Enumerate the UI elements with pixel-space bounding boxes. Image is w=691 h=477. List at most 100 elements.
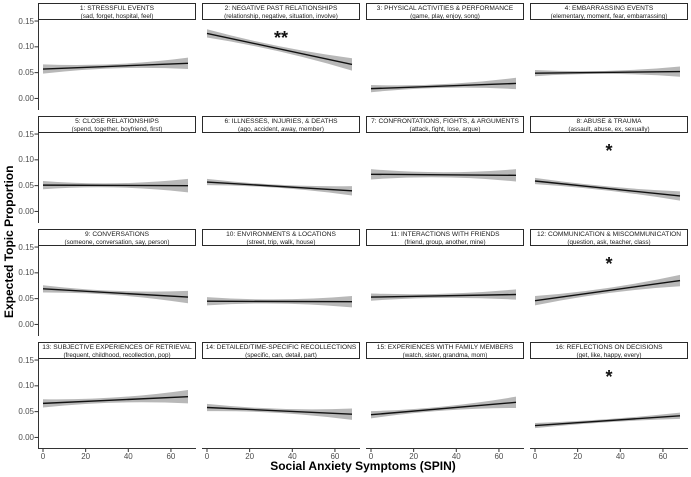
facet-keywords: (ago, accident, away, member) (238, 126, 324, 133)
facet-panel (202, 403, 360, 452)
ci-ribbon (43, 389, 188, 408)
facet: 7: CONFRONTATIONS, FIGHTS, & ARGUMENTS (… (366, 116, 524, 223)
facet-strip: 9: CONVERSATIONS (someone, conversation,… (38, 229, 196, 246)
facet: 2: NEGATIVE PAST RELATIONSHIPS (relation… (202, 3, 360, 110)
facet-keywords: (get, like, happy, every) (576, 352, 642, 359)
facet-panel (34, 359, 196, 452)
facet-strip: 15: EXPERIENCES WITH FAMILY MEMBERS (wat… (366, 342, 524, 359)
facet-title: 2: NEGATIVE PAST RELATIONSHIPS (224, 5, 338, 12)
facet-title: 6: ILLNESSES, INJURIES, & DEATHS (224, 118, 338, 125)
y-tick-label: 0.10 (18, 155, 34, 165)
trend-line (370, 401, 517, 416)
y-tick-label: 0.00 (18, 432, 34, 442)
facet-panel (370, 77, 517, 93)
trend-line (42, 62, 189, 70)
facet-panel: * (530, 367, 688, 452)
x-tick-label: 0 (368, 452, 374, 461)
facet-title: 8: ABUSE & TRAUMA (576, 118, 642, 125)
facet-title: 16: REFLECTIONS ON DECISIONS (555, 344, 663, 351)
y-tick-label: 0.00 (18, 319, 34, 329)
ci-ribbon (371, 77, 516, 93)
facet-keywords: (specific, can, detail, part) (245, 352, 317, 359)
y-tick-label: 0.00 (18, 93, 34, 103)
trend-line (206, 300, 353, 303)
ci-ribbon (371, 396, 516, 419)
facet-keywords: (attack, fight, lose, argue) (409, 126, 481, 133)
y-tick-label: 0.05 (18, 68, 34, 78)
facet-title: 10: ENVIRONMENTS & LOCATIONS (226, 231, 336, 238)
facet-strip: 10: ENVIRONMENTS & LOCATIONS (street, tr… (202, 229, 360, 246)
facet-title: 5: CLOSE RELATIONSHIPS (75, 118, 159, 125)
facet-panel (34, 20, 189, 110)
trend-line (370, 82, 517, 90)
facet-strip: 2: NEGATIVE PAST RELATIONSHIPS (relation… (202, 3, 360, 20)
trend-line (370, 173, 517, 177)
trend-line (370, 293, 517, 298)
x-tick-label: 0 (204, 452, 210, 461)
facet-title: 12: COMMUNICATION & MISCOMMUNICATION (536, 231, 682, 238)
facet-keywords: (friend, group, another, mine) (404, 239, 486, 246)
facet: 1: STRESSFUL EVENTS (sad, forget, hospit… (34, 3, 196, 110)
trend-line (534, 70, 681, 74)
facet-strip: 6: ILLNESSES, INJURIES, & DEATHS (ago, a… (202, 116, 360, 133)
significance-marker: * (605, 254, 612, 274)
trend-line (534, 279, 681, 302)
facet-strip: 3: PHYSICAL ACTIVITIES & PERFORMANCE (ga… (366, 3, 524, 20)
facet: 10: ENVIRONMENTS & LOCATIONS (street, tr… (202, 229, 360, 336)
facet-panel (534, 66, 681, 77)
y-tick-label: 0.15 (18, 16, 34, 26)
facet-keywords: (sad, forget, hospital, feel) (80, 13, 154, 20)
x-tick-label: 40 (123, 452, 133, 461)
x-tick-label: 20 (81, 452, 91, 461)
facet-keywords: (frequent, childhood, recollection, pop) (63, 352, 171, 359)
x-tick-label: 60 (330, 452, 340, 461)
trend-line (206, 181, 353, 192)
facet-strip: 5: CLOSE RELATIONSHIPS (spend, together,… (38, 116, 196, 133)
facet-panel (206, 296, 353, 308)
y-tick-label: 0.10 (18, 381, 34, 391)
trend-line (42, 184, 189, 187)
x-tick-label: 0 (40, 452, 46, 461)
facet-keywords: (street, trip, walk, house) (246, 239, 316, 246)
facet-strip: 11: INTERACTIONS WITH FRIENDS (friend, g… (366, 229, 524, 246)
facet-title: 11: INTERACTIONS WITH FRIENDS (390, 231, 500, 238)
facet-title: 4: EMBARRASSING EVENTS (564, 5, 654, 12)
significance-marker: * (605, 367, 612, 387)
ci-ribbon (371, 289, 516, 301)
ci-ribbon (535, 177, 680, 201)
facet-strip: 16: REFLECTIONS ON DECISIONS (get, like,… (530, 342, 688, 359)
facet: 8: ABUSE & TRAUMA (assault, abuse, ex, s… (530, 116, 688, 223)
y-tick-label: 0.15 (18, 129, 34, 139)
facet: 16: REFLECTIONS ON DECISIONS (get, like,… (530, 342, 688, 452)
facet-title: 7: CONFRONTATIONS, FIGHTS, & ARGUMENTS (371, 118, 519, 125)
facet-keywords: (elementary, moment, fear, embarrassing) (550, 13, 668, 20)
ci-ribbon (207, 403, 352, 420)
facet: 9: CONVERSATIONS (someone, conversation,… (34, 229, 196, 336)
facet: 5: CLOSE RELATIONSHIPS (spend, together,… (34, 116, 196, 223)
trend-line (42, 288, 189, 298)
trend-line (42, 395, 189, 405)
x-tick-label: 60 (658, 452, 668, 461)
ci-ribbon (207, 29, 352, 71)
facet: 12: COMMUNICATION & MISCOMMUNICATION (qu… (530, 229, 688, 336)
y-tick-label: 0.15 (18, 242, 34, 252)
x-axis-title: Social Anxiety Symptoms (SPIN) (270, 459, 456, 473)
facet-keywords: (game, play, enjoy, song) (410, 13, 480, 20)
ci-ribbon (207, 178, 352, 196)
facet-keywords: (question, ask, teacher, class) (567, 239, 651, 246)
facet-keywords: (spend, together, boyfriend, first) (71, 126, 163, 133)
y-tick-label: 0.10 (18, 268, 34, 278)
ci-ribbon (43, 285, 188, 304)
x-tick-label: 40 (287, 452, 297, 461)
facet-panel (370, 169, 517, 182)
facet-keywords: (someone, conversation, say, person) (64, 239, 170, 246)
x-tick-label: 40 (451, 452, 461, 461)
facet: 14: DETAILED/TIME-SPECIFIC RECOLLECTIONS… (202, 342, 360, 452)
significance-marker: * (605, 141, 612, 161)
facet-strip: 1: STRESSFUL EVENTS (sad, forget, hospit… (38, 3, 196, 20)
facet-title: 1: STRESSFUL EVENTS (79, 5, 155, 12)
facet: 15: EXPERIENCES WITH FAMILY MEMBERS (wat… (366, 342, 524, 452)
y-tick-label: 0.00 (18, 206, 34, 216)
